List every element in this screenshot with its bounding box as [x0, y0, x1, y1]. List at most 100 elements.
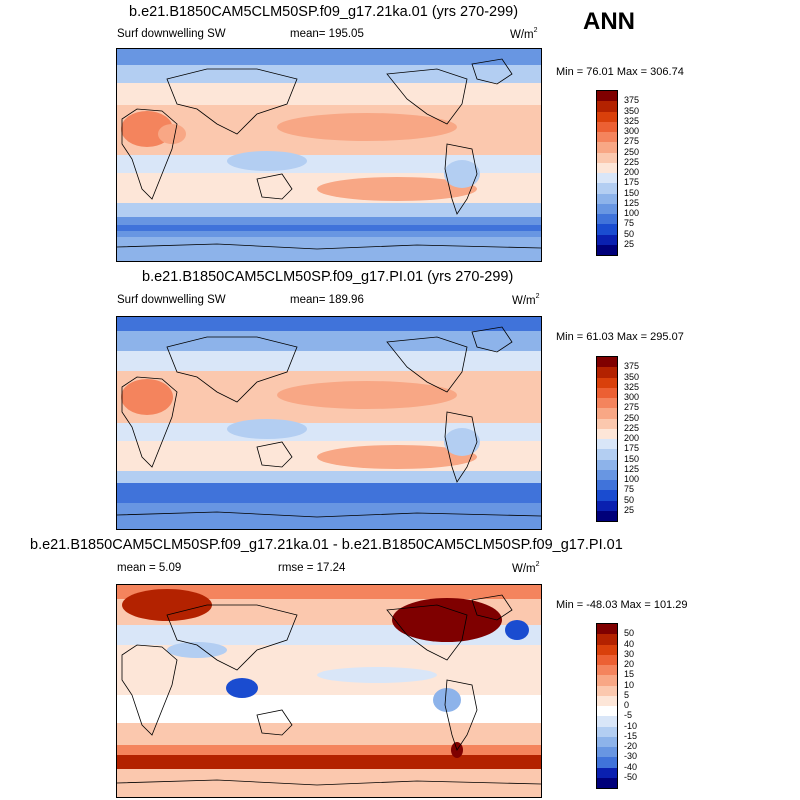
colorbar-tick-label: 0: [624, 700, 630, 710]
panel-2-map: [116, 316, 542, 530]
colorbar-swatch: [597, 767, 617, 778]
colorbar-swatch: [597, 244, 617, 255]
panel-2-colorbar: [596, 356, 618, 522]
colorbar-tick-label: 200: [624, 433, 640, 443]
colorbar-tick-label: -30: [624, 751, 638, 762]
colorbar-swatch: [597, 398, 617, 409]
colorbar-swatch: [597, 480, 617, 491]
panel-1-minmax: Min = 76.01 Max = 306.74: [556, 66, 684, 78]
colorbar-swatch: [597, 459, 617, 470]
colorbar-swatch: [597, 428, 617, 439]
colorbar-tick-label: -5: [624, 710, 633, 721]
colorbar-tick-label: 300: [624, 126, 640, 136]
colorbar-tick-label: 15: [624, 669, 635, 680]
colorbar-swatch: [597, 408, 617, 419]
colorbar-swatch: [597, 500, 617, 511]
colorbar-swatch: [597, 757, 617, 768]
panel-1-units: W/m2: [510, 27, 538, 41]
colorbar-swatch: [597, 665, 617, 676]
panel-2-variable-label: Surf downwelling SW: [117, 294, 226, 306]
panel-3-rmse-label: rmse = 17.24: [278, 562, 346, 574]
colorbar-tick-label: -20: [624, 741, 638, 751]
colorbar-tick-label: 125: [624, 197, 640, 208]
colorbar-tick-label: 375: [624, 361, 640, 372]
panel-2-colorbar-labels: 375 350 325 300 275 250 225 200 175 150 125 100 75 50…: [624, 356, 664, 522]
colorbar-tick-label: 75: [624, 484, 635, 495]
colorbar-swatch: [597, 183, 617, 194]
colorbar-swatch: [597, 162, 617, 173]
panel-1-map: [116, 48, 542, 262]
colorbar-tick-label: 150: [624, 187, 640, 198]
panel-1-colorbar-labels: 375 350 325 300 275 250 225 200 175 150 125 100 75 50…: [624, 90, 664, 256]
colorbar-swatch: [597, 418, 617, 429]
colorbar-swatch: [597, 490, 617, 501]
panel-2-units: W/m2: [512, 293, 540, 307]
colorbar-swatch: [597, 726, 617, 737]
colorbar-tick-label: -10: [624, 720, 638, 731]
season-label: ANN: [583, 8, 635, 35]
colorbar-swatch: [597, 747, 617, 758]
colorbar-tick-label: -15: [624, 730, 638, 741]
colorbar-tick-label: 50: [624, 228, 635, 239]
colorbar-swatch: [597, 173, 617, 184]
colorbar-tick-label: 225: [624, 156, 640, 167]
colorbar-tick-label: 50: [624, 494, 635, 505]
colorbar-swatch: [597, 152, 617, 163]
colorbar-tick-label: 125: [624, 463, 640, 474]
colorbar-tick-label: -50: [624, 771, 638, 782]
panel-2-mean-label: mean= 189.96: [290, 294, 364, 306]
colorbar-swatch: [597, 706, 617, 717]
colorbar-tick-label: 300: [624, 392, 640, 402]
colorbar-tick-label: 250: [624, 412, 640, 423]
colorbar-tick-label: 10: [624, 679, 635, 690]
colorbar-tick-label: 150: [624, 453, 640, 464]
colorbar-tick-label: 5: [624, 689, 630, 700]
colorbar-swatch: [597, 736, 617, 747]
colorbar-swatch: [597, 111, 617, 122]
colorbar-tick-label: 40: [624, 638, 635, 649]
colorbar-tick-label: 50: [624, 628, 635, 639]
colorbar-swatch: [597, 101, 617, 112]
panel-2-title: b.e21.B1850CAM5CLM50SP.f09_g17.PI.01 (yr…: [142, 269, 514, 285]
colorbar-swatch: [597, 142, 617, 153]
colorbar-tick-label: 350: [624, 105, 640, 116]
colorbar-tick-label: 75: [624, 218, 635, 229]
panel-3-mean-label: mean = 5.09: [117, 562, 182, 574]
panel-1-mean-label: mean= 195.05: [290, 28, 364, 40]
panel-3-colorbar: [596, 623, 618, 789]
colorbar-swatch: [597, 449, 617, 460]
colorbar-tick-label: 100: [624, 208, 640, 218]
colorbar-tick-label: 225: [624, 422, 640, 433]
colorbar-swatch: [597, 624, 617, 635]
panel-3-units: W/m2: [512, 561, 540, 575]
colorbar-swatch: [597, 132, 617, 143]
panel-3-colorbar-labels: 50 40 30 20 15 10 5 0 -5 -10 -15 -20 -30 -40 -50: [624, 623, 664, 789]
colorbar-swatch: [597, 193, 617, 204]
colorbar-swatch: [597, 377, 617, 388]
colorbar-swatch: [597, 357, 617, 368]
colorbar-tick-label: 25: [624, 504, 635, 515]
colorbar-tick-label: 250: [624, 146, 640, 157]
colorbar-swatch: [597, 644, 617, 655]
colorbar-swatch: [597, 685, 617, 696]
panel-3-title: b.e21.B1850CAM5CLM50SP.f09_g17.21ka.01 -…: [30, 537, 623, 553]
colorbar-tick-label: 30: [624, 648, 635, 659]
colorbar-tick-label: -40: [624, 761, 638, 772]
colorbar-tick-label: 25: [624, 238, 635, 249]
colorbar-swatch: [597, 510, 617, 521]
panel-2-minmax: Min = 61.03 Max = 295.07: [556, 331, 684, 343]
colorbar-tick-label: 275: [624, 136, 640, 147]
colorbar-tick-label: 350: [624, 371, 640, 382]
colorbar-tick-label: 275: [624, 402, 640, 413]
colorbar-swatch: [597, 675, 617, 686]
panel-1-title: b.e21.B1850CAM5CLM50SP.f09_g17.21ka.01 (…: [129, 4, 519, 20]
colorbar-swatch: [597, 91, 617, 102]
colorbar-tick-label: 100: [624, 474, 640, 484]
colorbar-swatch: [597, 439, 617, 450]
panel-3-minmax: Min = -48.03 Max = 101.29: [556, 599, 688, 611]
colorbar-swatch: [597, 654, 617, 665]
colorbar-swatch: [597, 777, 617, 788]
colorbar-swatch: [597, 121, 617, 132]
panel-1-variable-label: Surf downwelling SW: [117, 28, 226, 40]
colorbar-swatch: [597, 367, 617, 378]
